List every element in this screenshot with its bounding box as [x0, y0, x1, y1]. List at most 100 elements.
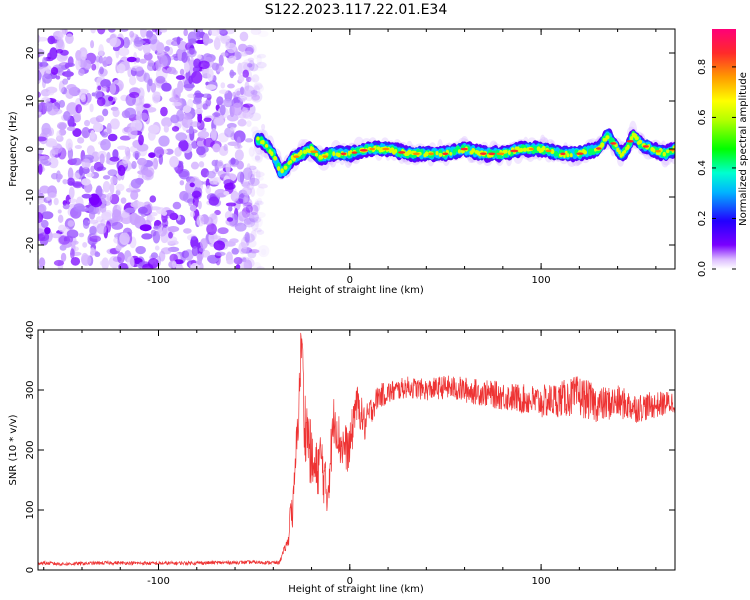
noise-blob: [223, 143, 228, 152]
noise-blob: [162, 218, 169, 228]
noise-blob: [154, 245, 160, 251]
noise-blob: [218, 89, 229, 95]
noise-blob: [241, 186, 253, 196]
noise-blob: [58, 99, 66, 108]
noise-blob: [178, 160, 184, 167]
ridge-hotspot: [442, 152, 449, 156]
noise-blob: [133, 200, 138, 211]
noise-blob: [191, 245, 199, 257]
ridge-core: [507, 150, 511, 155]
noise-blob: [218, 54, 224, 67]
noise-blob: [190, 161, 200, 170]
noise-blob: [155, 75, 166, 84]
noise-blob: [50, 232, 62, 239]
snr-ytick-label: 400: [25, 320, 36, 339]
noise-blob: [246, 63, 253, 68]
noise-blob: [171, 126, 180, 132]
ridge-hotspot: [626, 140, 634, 143]
noise-blob: [251, 74, 260, 83]
noise-blob: [92, 122, 104, 133]
noise-blob: [234, 149, 244, 161]
noise-blob: [117, 252, 125, 264]
noise-blob: [243, 259, 253, 269]
noise-blob: [126, 256, 135, 269]
noise-blob: [130, 178, 142, 189]
noise-blob: [252, 146, 263, 155]
ridge-core: [504, 149, 508, 154]
spectrogram-xtick-label: 0: [347, 275, 353, 286]
noise-blob: [250, 218, 259, 231]
noise-blob: [38, 211, 44, 224]
noise-blob: [53, 259, 65, 267]
noise-blob: [256, 229, 265, 235]
noise-blob: [207, 68, 214, 82]
noise-blob: [101, 211, 112, 221]
noise-blob: [105, 221, 112, 233]
noise-blob: [65, 33, 74, 45]
ridge-hotspot: [322, 155, 329, 158]
snr-axes: -100 0 100 0 100 200 300 400: [25, 320, 675, 587]
noise-blob: [213, 37, 221, 50]
noise-blob: [245, 204, 253, 213]
ridge-hotspot: [480, 152, 487, 156]
noise-blob: [178, 170, 189, 178]
noise-blob: [238, 242, 248, 255]
noise-blob: [132, 150, 141, 159]
noise-blob: [47, 90, 55, 96]
noise-blob: [67, 220, 75, 227]
snr-plot-area: [38, 330, 675, 570]
noise-blob: [253, 202, 261, 212]
noise-blob: [254, 66, 265, 72]
noise-blob: [45, 65, 52, 75]
noise-blob: [99, 66, 104, 75]
noise-blob: [38, 102, 42, 113]
noise-blob: [216, 96, 224, 106]
noise-blob: [165, 148, 174, 155]
noise-blob: [192, 195, 200, 208]
ridge-core: [328, 148, 333, 156]
noise-blob: [138, 134, 144, 146]
noise-blob: [175, 132, 188, 142]
noise-blob: [250, 89, 258, 95]
noise-blob: [100, 193, 110, 205]
noise-blob: [30, 65, 37, 74]
noise-blob: [219, 29, 227, 35]
noise-blob: [150, 229, 157, 237]
noise-blob: [256, 176, 264, 181]
noise-blob: [246, 261, 252, 269]
ridge-hotspot: [510, 149, 519, 153]
noise-blob: [147, 129, 156, 141]
noise-blob: [247, 250, 257, 259]
noise-blob: [254, 199, 259, 212]
noise-blob: [63, 111, 71, 121]
noise-blob: [172, 201, 182, 210]
noise-blob: [146, 80, 151, 93]
noise-blob: [139, 224, 152, 232]
noise-blob: [183, 228, 192, 234]
noise-blob: [49, 47, 58, 60]
snr-ytick-label: 300: [25, 380, 36, 399]
ridge-core: [261, 139, 265, 145]
noise-blob: [109, 182, 115, 195]
ridge-core: [277, 166, 281, 172]
colorbar-tick-label: 0.6: [697, 109, 708, 125]
colorbar-label: Normalized spectral amplitude: [738, 72, 749, 226]
noise-blob: [192, 92, 205, 98]
snr-ytick-label: 200: [25, 440, 36, 459]
noise-blob: [197, 130, 210, 139]
noise-blob: [231, 247, 239, 255]
noise-blob: [224, 241, 236, 247]
noise-blob: [93, 161, 104, 172]
noise-blob: [253, 54, 259, 60]
noise-blob: [102, 180, 111, 193]
noise-blob: [243, 62, 254, 71]
noise-blob: [145, 30, 153, 38]
noise-blob: [244, 50, 253, 55]
spectrogram-ylabel: Frequency (Hz): [8, 111, 19, 187]
ridge-core: [652, 148, 656, 153]
noise-blob: [141, 233, 153, 240]
noise-blob: [142, 43, 151, 55]
noise-blob: [55, 49, 64, 54]
noise-blob: [130, 190, 139, 201]
